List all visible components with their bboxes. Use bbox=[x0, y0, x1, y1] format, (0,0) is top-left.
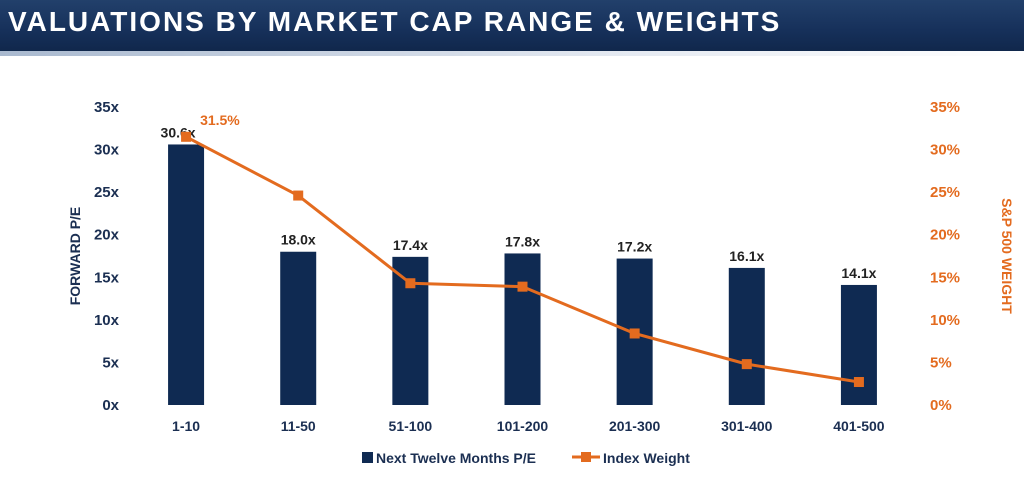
bar bbox=[504, 253, 541, 405]
y-tick-label: 25x bbox=[94, 184, 120, 201]
bar bbox=[728, 267, 765, 405]
left-axis-ticks: 0x 5x 10x 15x 20x 25x 30x 35x bbox=[94, 99, 120, 414]
weight-point bbox=[293, 190, 304, 201]
y2-tick-label: 20% bbox=[930, 227, 960, 244]
x-tick-label: 51-100 bbox=[389, 418, 433, 434]
legend-line-marker bbox=[581, 452, 591, 462]
y-tick-label: 15x bbox=[94, 269, 120, 286]
weight-point bbox=[517, 281, 528, 292]
banner-stripe bbox=[0, 51, 1024, 56]
weight-point bbox=[629, 328, 640, 339]
y2-tick-label: 10% bbox=[930, 312, 960, 329]
title-banner: VALUATIONS BY MARKET CAP RANGE & WEIGHTS bbox=[0, 0, 1024, 56]
y-axis-title: FORWARD P/E bbox=[67, 207, 83, 306]
x-tick-label: 301-400 bbox=[721, 418, 773, 434]
x-axis-ticks: 1-10 11-50 51-100 101-200 201-300 301-400 401-… bbox=[172, 418, 885, 434]
bar-value-label: 17.2x bbox=[617, 239, 652, 255]
page-title: VALUATIONS BY MARKET CAP RANGE & WEIGHTS bbox=[8, 6, 782, 37]
weight-point bbox=[181, 131, 192, 142]
y2-tick-label: 5% bbox=[930, 354, 952, 371]
y-tick-label: 0x bbox=[102, 397, 119, 414]
y2-axis-title: S&P 500 WEIGHT bbox=[999, 198, 1015, 314]
y2-tick-label: 25% bbox=[930, 184, 960, 201]
x-tick-label: 11-50 bbox=[281, 418, 316, 434]
y2-tick-label: 35% bbox=[930, 99, 960, 116]
y-tick-label: 30x bbox=[94, 142, 120, 159]
line-data-labels: 31.5% bbox=[200, 112, 240, 128]
x-tick-label: 201-300 bbox=[609, 418, 661, 434]
bar-value-label: 18.0x bbox=[281, 232, 316, 248]
bar-value-label: 14.1x bbox=[841, 265, 876, 281]
y-tick-label: 20x bbox=[94, 227, 120, 244]
y-tick-label: 10x bbox=[94, 312, 120, 329]
x-tick-label: 401-500 bbox=[833, 418, 885, 434]
bar bbox=[280, 251, 317, 405]
bar-value-label: 17.4x bbox=[393, 237, 428, 253]
legend: Next Twelve Months P/E Index Weight bbox=[362, 450, 690, 466]
legend-line-label: Index Weight bbox=[603, 450, 690, 466]
weight-point bbox=[741, 359, 752, 370]
line-series bbox=[181, 131, 864, 388]
y-tick-label: 5x bbox=[102, 354, 119, 371]
line-value-label: 31.5% bbox=[200, 112, 240, 128]
right-axis-ticks: 0% 5% 10% 15% 20% 25% 30% 35% bbox=[930, 99, 960, 414]
bar bbox=[168, 144, 205, 405]
weight-point bbox=[405, 278, 416, 289]
y2-tick-label: 30% bbox=[930, 142, 960, 159]
x-tick-label: 101-200 bbox=[497, 418, 549, 434]
bar-value-label: 17.8x bbox=[505, 233, 540, 249]
legend-bar-swatch bbox=[362, 452, 373, 463]
weight-point bbox=[853, 377, 864, 388]
bar-value-label: 16.1x bbox=[729, 248, 764, 264]
legend-bar-label: Next Twelve Months P/E bbox=[376, 450, 536, 466]
y2-tick-label: 15% bbox=[930, 269, 960, 286]
y-tick-label: 35x bbox=[94, 99, 120, 116]
x-tick-label: 1-10 bbox=[172, 418, 200, 434]
y2-tick-label: 0% bbox=[930, 397, 952, 414]
